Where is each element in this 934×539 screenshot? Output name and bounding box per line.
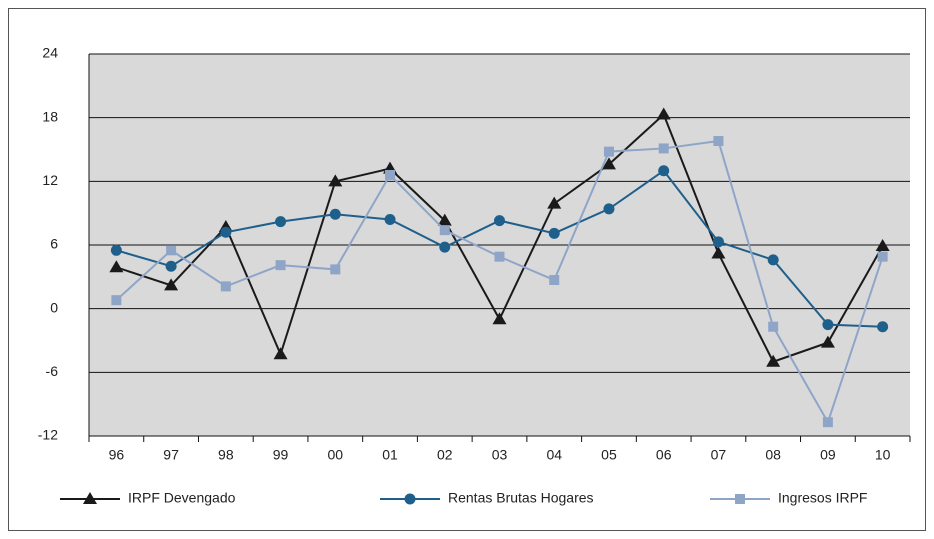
x-tick-label: 07: [711, 447, 727, 463]
marker: [822, 417, 833, 428]
y-tick-label: -6: [46, 363, 59, 379]
marker: [549, 275, 560, 286]
marker: [328, 174, 343, 187]
marker: [494, 251, 505, 262]
marker: [877, 251, 888, 262]
x-tick-label: 98: [218, 447, 234, 463]
marker: [439, 241, 451, 253]
x-tick-label: 01: [382, 447, 398, 463]
y-tick-label: 12: [42, 172, 58, 188]
marker: [275, 216, 287, 228]
x-tick-label: 06: [656, 447, 672, 463]
marker: [877, 321, 889, 333]
x-tick-label: 08: [765, 447, 781, 463]
y-tick-label: 6: [50, 236, 58, 252]
legend-label: Ingresos IRPF: [778, 490, 867, 506]
x-tick-label: 05: [601, 447, 617, 463]
marker: [492, 312, 507, 325]
x-tick-label: 99: [273, 447, 289, 463]
marker: [494, 215, 505, 227]
marker: [768, 321, 779, 332]
marker: [220, 281, 231, 292]
marker: [713, 136, 724, 147]
marker: [658, 143, 669, 154]
marker: [601, 157, 616, 170]
x-tick-label: 03: [492, 447, 508, 463]
y-tick-label: -12: [38, 427, 58, 443]
marker: [220, 226, 232, 238]
marker: [711, 246, 726, 259]
marker: [822, 319, 834, 331]
marker: [404, 493, 416, 505]
x-tick-label: 09: [820, 447, 836, 463]
marker: [165, 260, 177, 272]
marker: [109, 260, 124, 273]
marker: [83, 492, 97, 504]
marker: [111, 295, 122, 306]
x-tick-label: 02: [437, 447, 453, 463]
marker: [437, 213, 452, 226]
marker: [547, 196, 562, 209]
marker: [656, 107, 671, 120]
marker: [767, 254, 779, 266]
marker: [712, 236, 724, 248]
marker: [110, 244, 122, 256]
marker: [164, 278, 179, 291]
marker: [658, 165, 670, 177]
marker: [439, 225, 450, 236]
legend-label: IRPF Devengado: [128, 490, 236, 506]
marker: [329, 208, 341, 220]
x-tick-label: 00: [328, 447, 344, 463]
marker: [166, 245, 177, 256]
marker: [603, 146, 614, 157]
marker: [820, 335, 835, 348]
marker: [766, 354, 781, 367]
y-tick-label: 18: [42, 108, 58, 124]
marker: [735, 494, 745, 504]
x-tick-label: 96: [109, 447, 125, 463]
x-tick-label: 04: [546, 447, 562, 463]
x-tick-label: 97: [163, 447, 179, 463]
marker: [330, 264, 341, 275]
marker: [548, 227, 560, 239]
y-tick-label: 0: [50, 299, 58, 315]
marker: [384, 214, 396, 226]
marker: [603, 203, 615, 215]
marker: [275, 260, 286, 271]
y-tick-label: 24: [42, 45, 58, 61]
x-tick-label: 10: [875, 447, 891, 463]
marker: [385, 169, 396, 180]
legend-label: Rentas Brutas Hogares: [448, 490, 594, 506]
marker: [875, 239, 890, 252]
marker: [273, 347, 288, 360]
